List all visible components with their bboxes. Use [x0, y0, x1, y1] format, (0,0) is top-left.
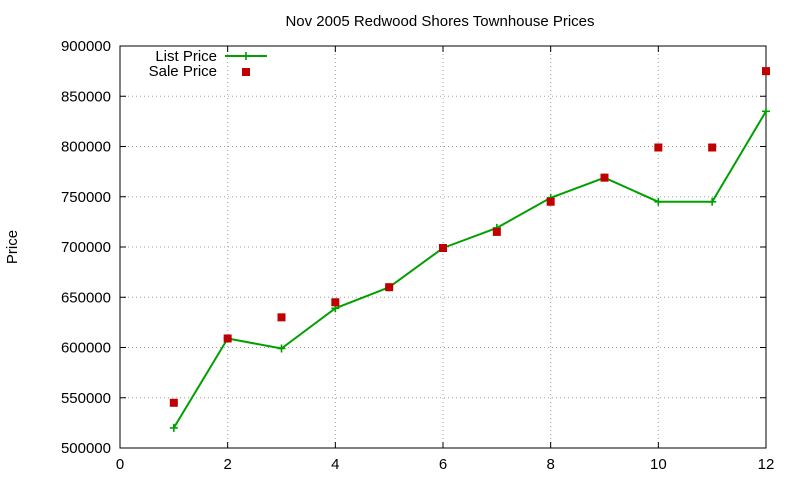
sale-price-point: [169, 398, 178, 407]
legend-sale-price-label: Sale Price: [149, 63, 217, 80]
list-price-point: [708, 197, 717, 206]
list-price-point: [762, 107, 770, 116]
sale-price-point: [654, 143, 663, 152]
legend-list-price-marker: [242, 52, 250, 60]
list-price-point: [654, 197, 663, 206]
sale-price-point: [223, 334, 232, 343]
legend: List Price Sale Price: [149, 48, 267, 80]
y-tick-label: 650000: [61, 289, 111, 306]
sale-price-point: [331, 298, 340, 307]
list-price-point: [169, 423, 178, 432]
sale-price-point: [439, 244, 447, 253]
y-tick-label: 500000: [61, 440, 111, 457]
list-price-point: [277, 344, 286, 353]
x-tick-label: 2: [223, 456, 231, 473]
x-tick-label: 12: [758, 456, 775, 473]
y-tick-label: 800000: [61, 139, 111, 156]
axis-ticks: [119, 45, 767, 449]
y-tick-label: 750000: [61, 189, 111, 206]
x-tick-label: 6: [439, 456, 447, 473]
sale-price-point: [762, 67, 770, 76]
y-tick-label: 850000: [61, 88, 111, 105]
series-layer: [169, 67, 770, 432]
sale-price-point: [385, 283, 394, 292]
legend-sale-price-marker: [242, 68, 250, 76]
x-tick-label: 10: [650, 456, 667, 473]
x-tick-label: 8: [546, 456, 554, 473]
y-tick-label: 900000: [61, 38, 111, 55]
y-tick-label: 600000: [61, 340, 111, 357]
sale-price-point: [492, 227, 501, 236]
y-tick-label: 700000: [61, 239, 111, 256]
x-tick-label: 0: [116, 456, 124, 473]
x-tick-labels: 0 2 4 6 8 10 12: [116, 456, 775, 473]
y-tick-labels: 500000 550000 600000 650000 700000 750000 8000…: [61, 38, 111, 457]
chart-title: Nov 2005 Redwood Shores Townhouse Prices: [285, 13, 594, 30]
x-tick-label: 4: [331, 456, 339, 473]
sale-price-point: [277, 313, 286, 322]
sale-price-point: [546, 197, 555, 206]
list-price-line: [172, 110, 767, 429]
sale-price-point: [600, 173, 609, 182]
y-axis-label: Price: [4, 230, 21, 264]
y-tick-label: 550000: [61, 390, 111, 407]
legend-list-price-label: List Price: [155, 48, 217, 65]
sale-price-point: [708, 143, 717, 152]
